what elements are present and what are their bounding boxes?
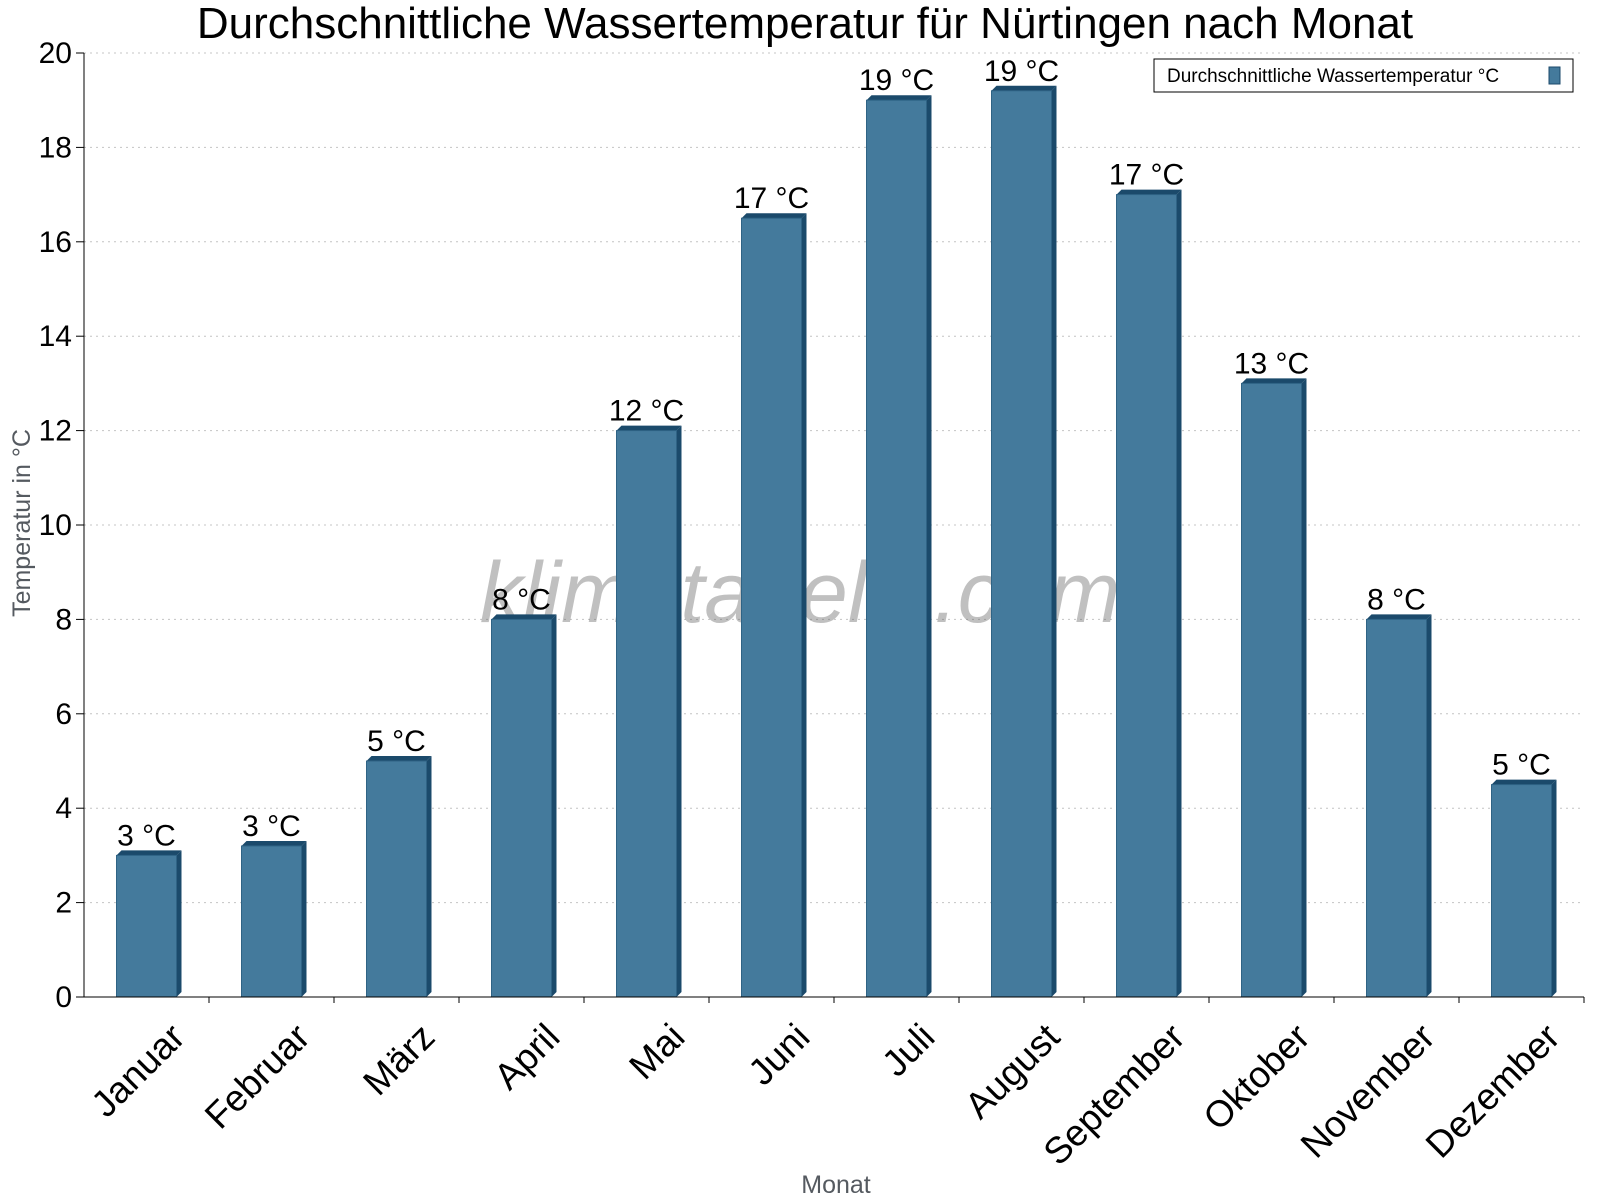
data-label: 17 °C: [1109, 159, 1184, 192]
y-tick-label: 10: [39, 509, 72, 542]
x-tick-label: Februar: [197, 1016, 318, 1137]
data-label: 17 °C: [734, 182, 809, 215]
bar-side: [176, 850, 182, 997]
x-tick-label: Mai: [621, 1016, 692, 1087]
x-tick-label: Dezember: [1418, 1016, 1568, 1166]
bar-9: [1116, 189, 1182, 998]
x-axis-ticks: Januar Februar März April Mai Juni Juli AugustS…: [83, 997, 1567, 1173]
bar-top: [491, 614, 557, 620]
legend-swatch: [1548, 66, 1561, 85]
bar-top: [1491, 779, 1557, 785]
bar-side: [676, 425, 682, 998]
x-tick-label: Juni: [740, 1016, 817, 1093]
data-label: 5 °C: [1492, 749, 1551, 782]
bar-top: [991, 85, 1057, 91]
bar-top: [1116, 189, 1182, 195]
chart-title: Durchschnittliche Wassertemperatur für N…: [197, 0, 1413, 48]
bar-face: [491, 618, 552, 998]
x-tick-label: November: [1293, 1016, 1443, 1166]
bars: [116, 85, 1557, 998]
bar-face: [1491, 784, 1552, 998]
data-label: 8 °C: [492, 583, 551, 616]
legend: Durchschnittliche Wassertemperatur °C: [1153, 58, 1574, 93]
bar-top: [241, 840, 307, 846]
y-tick-label: 16: [39, 226, 72, 259]
x-tick-label: August: [957, 1015, 1068, 1126]
bar-top: [1366, 614, 1432, 620]
bar-side: [926, 95, 932, 997]
bar-side: [1176, 189, 1182, 998]
x-tick-label: Januar: [83, 1016, 192, 1125]
bar-2: [241, 840, 307, 998]
x-tick-label: März: [355, 1016, 442, 1103]
bar-top: [116, 850, 182, 856]
bar-face: [991, 90, 1052, 998]
bar-side: [801, 213, 807, 997]
legend-entry-label: Durchschnittliche Wassertemperatur °C: [1167, 66, 1499, 87]
axes: [83, 53, 1585, 1003]
bar-face: [616, 430, 677, 998]
data-label: 5 °C: [367, 725, 426, 758]
bar-side: [426, 756, 432, 997]
data-label: 3 °C: [242, 810, 301, 843]
bar-7: [866, 95, 932, 998]
y-tick-label: 20: [39, 37, 72, 70]
bar-side: [1426, 614, 1432, 997]
y-tick-label: 12: [39, 415, 72, 448]
bar-top: [866, 95, 932, 101]
x-tick-label: Juli: [874, 1016, 942, 1084]
bar-face: [241, 845, 302, 998]
bar-5: [616, 425, 682, 998]
bar-10: [1241, 378, 1307, 998]
y-tick-label: 8: [55, 603, 72, 636]
y-tick-label: 18: [39, 131, 72, 164]
data-label: 13 °C: [1234, 347, 1309, 380]
grid: [84, 52, 1584, 904]
bar-4: [491, 614, 557, 998]
bar-top: [366, 756, 432, 761]
y-tick-label: 4: [55, 792, 72, 825]
data-label: 3 °C: [117, 819, 176, 852]
bar-face: [366, 760, 427, 998]
bar-face: [116, 854, 177, 998]
bar-top: [1241, 378, 1307, 384]
bar-side: [301, 840, 307, 997]
data-label: 12 °C: [609, 395, 684, 428]
y-tick-label: 6: [55, 698, 72, 731]
bar-side: [1551, 779, 1557, 997]
bar-11: [1366, 614, 1432, 998]
y-tick-label: 0: [55, 981, 72, 1014]
data-label: 19 °C: [984, 55, 1059, 88]
bar-6: [741, 213, 807, 998]
x-tick-label: Oktober: [1195, 1016, 1317, 1138]
x-tick-label: April: [486, 1016, 567, 1097]
y-axis-label: Temperatur in °C: [8, 429, 36, 617]
bar-3: [366, 756, 432, 998]
bar-side: [1051, 85, 1057, 997]
bar-top: [616, 425, 682, 431]
bar-face: [1241, 382, 1302, 998]
bar-face: [1366, 618, 1427, 998]
bar-side: [551, 614, 557, 997]
data-label: 19 °C: [859, 64, 934, 97]
bar-face: [866, 99, 927, 998]
data-labels: 3 °C 3 °C 5 °C 8 °C 12 °C 17 °C 19 °C 19 °C 17 °…: [117, 55, 1551, 853]
bar-top: [741, 213, 807, 219]
bar-12: [1491, 779, 1557, 998]
bar-face: [1116, 194, 1177, 998]
data-label: 8 °C: [1367, 583, 1426, 616]
bar-face: [741, 217, 802, 998]
bar-side: [1301, 378, 1307, 997]
y-axis-ticks: 0 2 4 6 8 10 12 14 16 18 20: [39, 37, 84, 1014]
x-axis-label: Monat: [801, 1171, 871, 1199]
bar-8: [991, 85, 1057, 998]
y-tick-label: 14: [39, 320, 72, 353]
bar-1: [116, 850, 182, 998]
legend-box: [1153, 58, 1574, 93]
y-tick-label: 2: [55, 887, 72, 920]
